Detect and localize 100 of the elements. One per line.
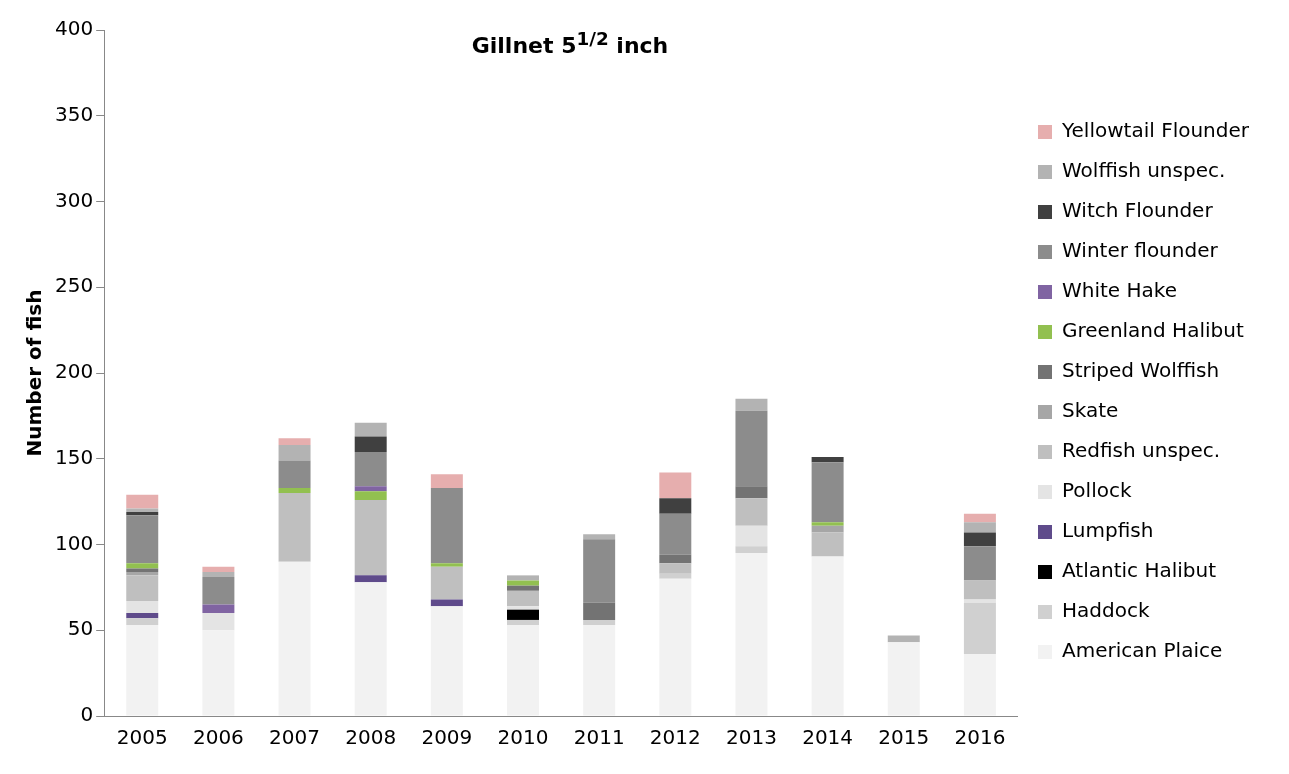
bar bbox=[811, 457, 844, 463]
bar bbox=[126, 625, 159, 716]
bar bbox=[735, 398, 768, 411]
bar bbox=[963, 522, 996, 533]
bar bbox=[659, 472, 692, 499]
x-tick-label: 2016 bbox=[954, 725, 1006, 750]
bar bbox=[507, 580, 539, 586]
bar bbox=[735, 486, 768, 499]
bar bbox=[126, 618, 159, 626]
legend-label: Winter flounder bbox=[1061, 238, 1219, 263]
y-tick-label: 50 bbox=[67, 616, 94, 641]
legend-label: American Plaice bbox=[1061, 638, 1223, 663]
x-tick-label: 2010 bbox=[497, 725, 549, 750]
bar bbox=[278, 445, 311, 461]
y-axis-title: Number of fish bbox=[22, 289, 47, 457]
bar bbox=[963, 513, 996, 523]
legend-label: Redfish unspec. bbox=[1061, 438, 1221, 463]
legend-label: Wolffish unspec. bbox=[1061, 158, 1226, 183]
x-tick-label: 2005 bbox=[116, 725, 168, 750]
bar bbox=[430, 566, 463, 600]
bar bbox=[963, 602, 996, 655]
bar bbox=[583, 539, 616, 603]
bar bbox=[659, 573, 692, 579]
y-tick-label: 300 bbox=[54, 187, 94, 212]
bar bbox=[430, 563, 463, 567]
y-tick-label: 100 bbox=[54, 530, 94, 555]
x-tick-label: 2013 bbox=[726, 725, 777, 750]
legend-label: Yellowtail Flounder bbox=[1060, 118, 1250, 143]
x-tick-label: 2006 bbox=[192, 725, 244, 750]
bar bbox=[126, 575, 159, 602]
bar bbox=[735, 410, 768, 487]
bar bbox=[354, 422, 387, 437]
bar bbox=[354, 451, 387, 487]
bar bbox=[278, 487, 311, 494]
bar bbox=[202, 571, 235, 578]
bar bbox=[507, 585, 539, 591]
bar bbox=[811, 522, 844, 526]
x-tick-label: 2015 bbox=[878, 725, 930, 750]
bar bbox=[659, 563, 692, 574]
y-tick-label: 200 bbox=[54, 359, 94, 384]
bar bbox=[126, 613, 159, 619]
bar bbox=[430, 599, 463, 607]
bar bbox=[507, 575, 539, 581]
bar bbox=[278, 438, 311, 446]
bar bbox=[202, 577, 235, 605]
bar bbox=[354, 436, 387, 452]
bar bbox=[887, 642, 920, 716]
bar bbox=[507, 590, 539, 607]
legend-label: Witch Flounder bbox=[1061, 198, 1214, 223]
y-tick-label: 400 bbox=[54, 16, 94, 41]
bar bbox=[659, 498, 692, 514]
bar bbox=[811, 556, 844, 716]
y-tick-label: 350 bbox=[54, 101, 94, 126]
legend-label: Haddock bbox=[1061, 598, 1150, 623]
bar bbox=[354, 575, 387, 583]
bar bbox=[202, 630, 235, 716]
bar bbox=[735, 498, 768, 526]
bar bbox=[659, 554, 692, 564]
bar bbox=[583, 602, 616, 620]
bar bbox=[659, 578, 692, 716]
bar bbox=[430, 606, 463, 716]
bar bbox=[354, 486, 387, 492]
bar bbox=[354, 582, 387, 716]
bar bbox=[126, 563, 159, 569]
bar bbox=[202, 613, 235, 631]
bar bbox=[659, 513, 692, 555]
x-tick-label: 2007 bbox=[269, 725, 320, 750]
bar bbox=[430, 474, 463, 488]
x-tick-label: 2014 bbox=[802, 725, 854, 750]
legend-label: Greenland Halibut bbox=[1061, 318, 1244, 343]
bar bbox=[202, 566, 235, 572]
bar bbox=[354, 491, 387, 500]
bar bbox=[735, 553, 768, 716]
bar bbox=[278, 460, 311, 488]
bar bbox=[963, 654, 996, 716]
bar bbox=[583, 619, 616, 626]
bar bbox=[126, 494, 159, 509]
legend-label: Pollock bbox=[1061, 478, 1132, 503]
bar bbox=[507, 625, 539, 716]
bar bbox=[126, 601, 159, 614]
bar bbox=[354, 499, 387, 576]
bar bbox=[202, 604, 235, 614]
y-tick-label: 250 bbox=[54, 273, 94, 298]
legend-label: Striped Wolffish bbox=[1061, 358, 1220, 383]
bar bbox=[278, 493, 311, 562]
bar bbox=[735, 525, 768, 547]
chart-title: Gillnet 5$^{1/2}$ inch bbox=[470, 28, 670, 59]
legend-label: Skate bbox=[1061, 398, 1119, 423]
bar bbox=[507, 619, 539, 626]
x-tick-label: 2012 bbox=[649, 725, 701, 750]
bar bbox=[126, 508, 159, 512]
legend-label: Lumpfish bbox=[1061, 518, 1154, 543]
bar bbox=[507, 609, 539, 620]
bar bbox=[963, 580, 996, 600]
bar bbox=[963, 546, 996, 581]
bar bbox=[887, 635, 920, 643]
bar bbox=[126, 515, 159, 564]
bar bbox=[583, 625, 616, 716]
bar bbox=[963, 532, 996, 547]
x-tick-label: 2011 bbox=[573, 725, 625, 750]
